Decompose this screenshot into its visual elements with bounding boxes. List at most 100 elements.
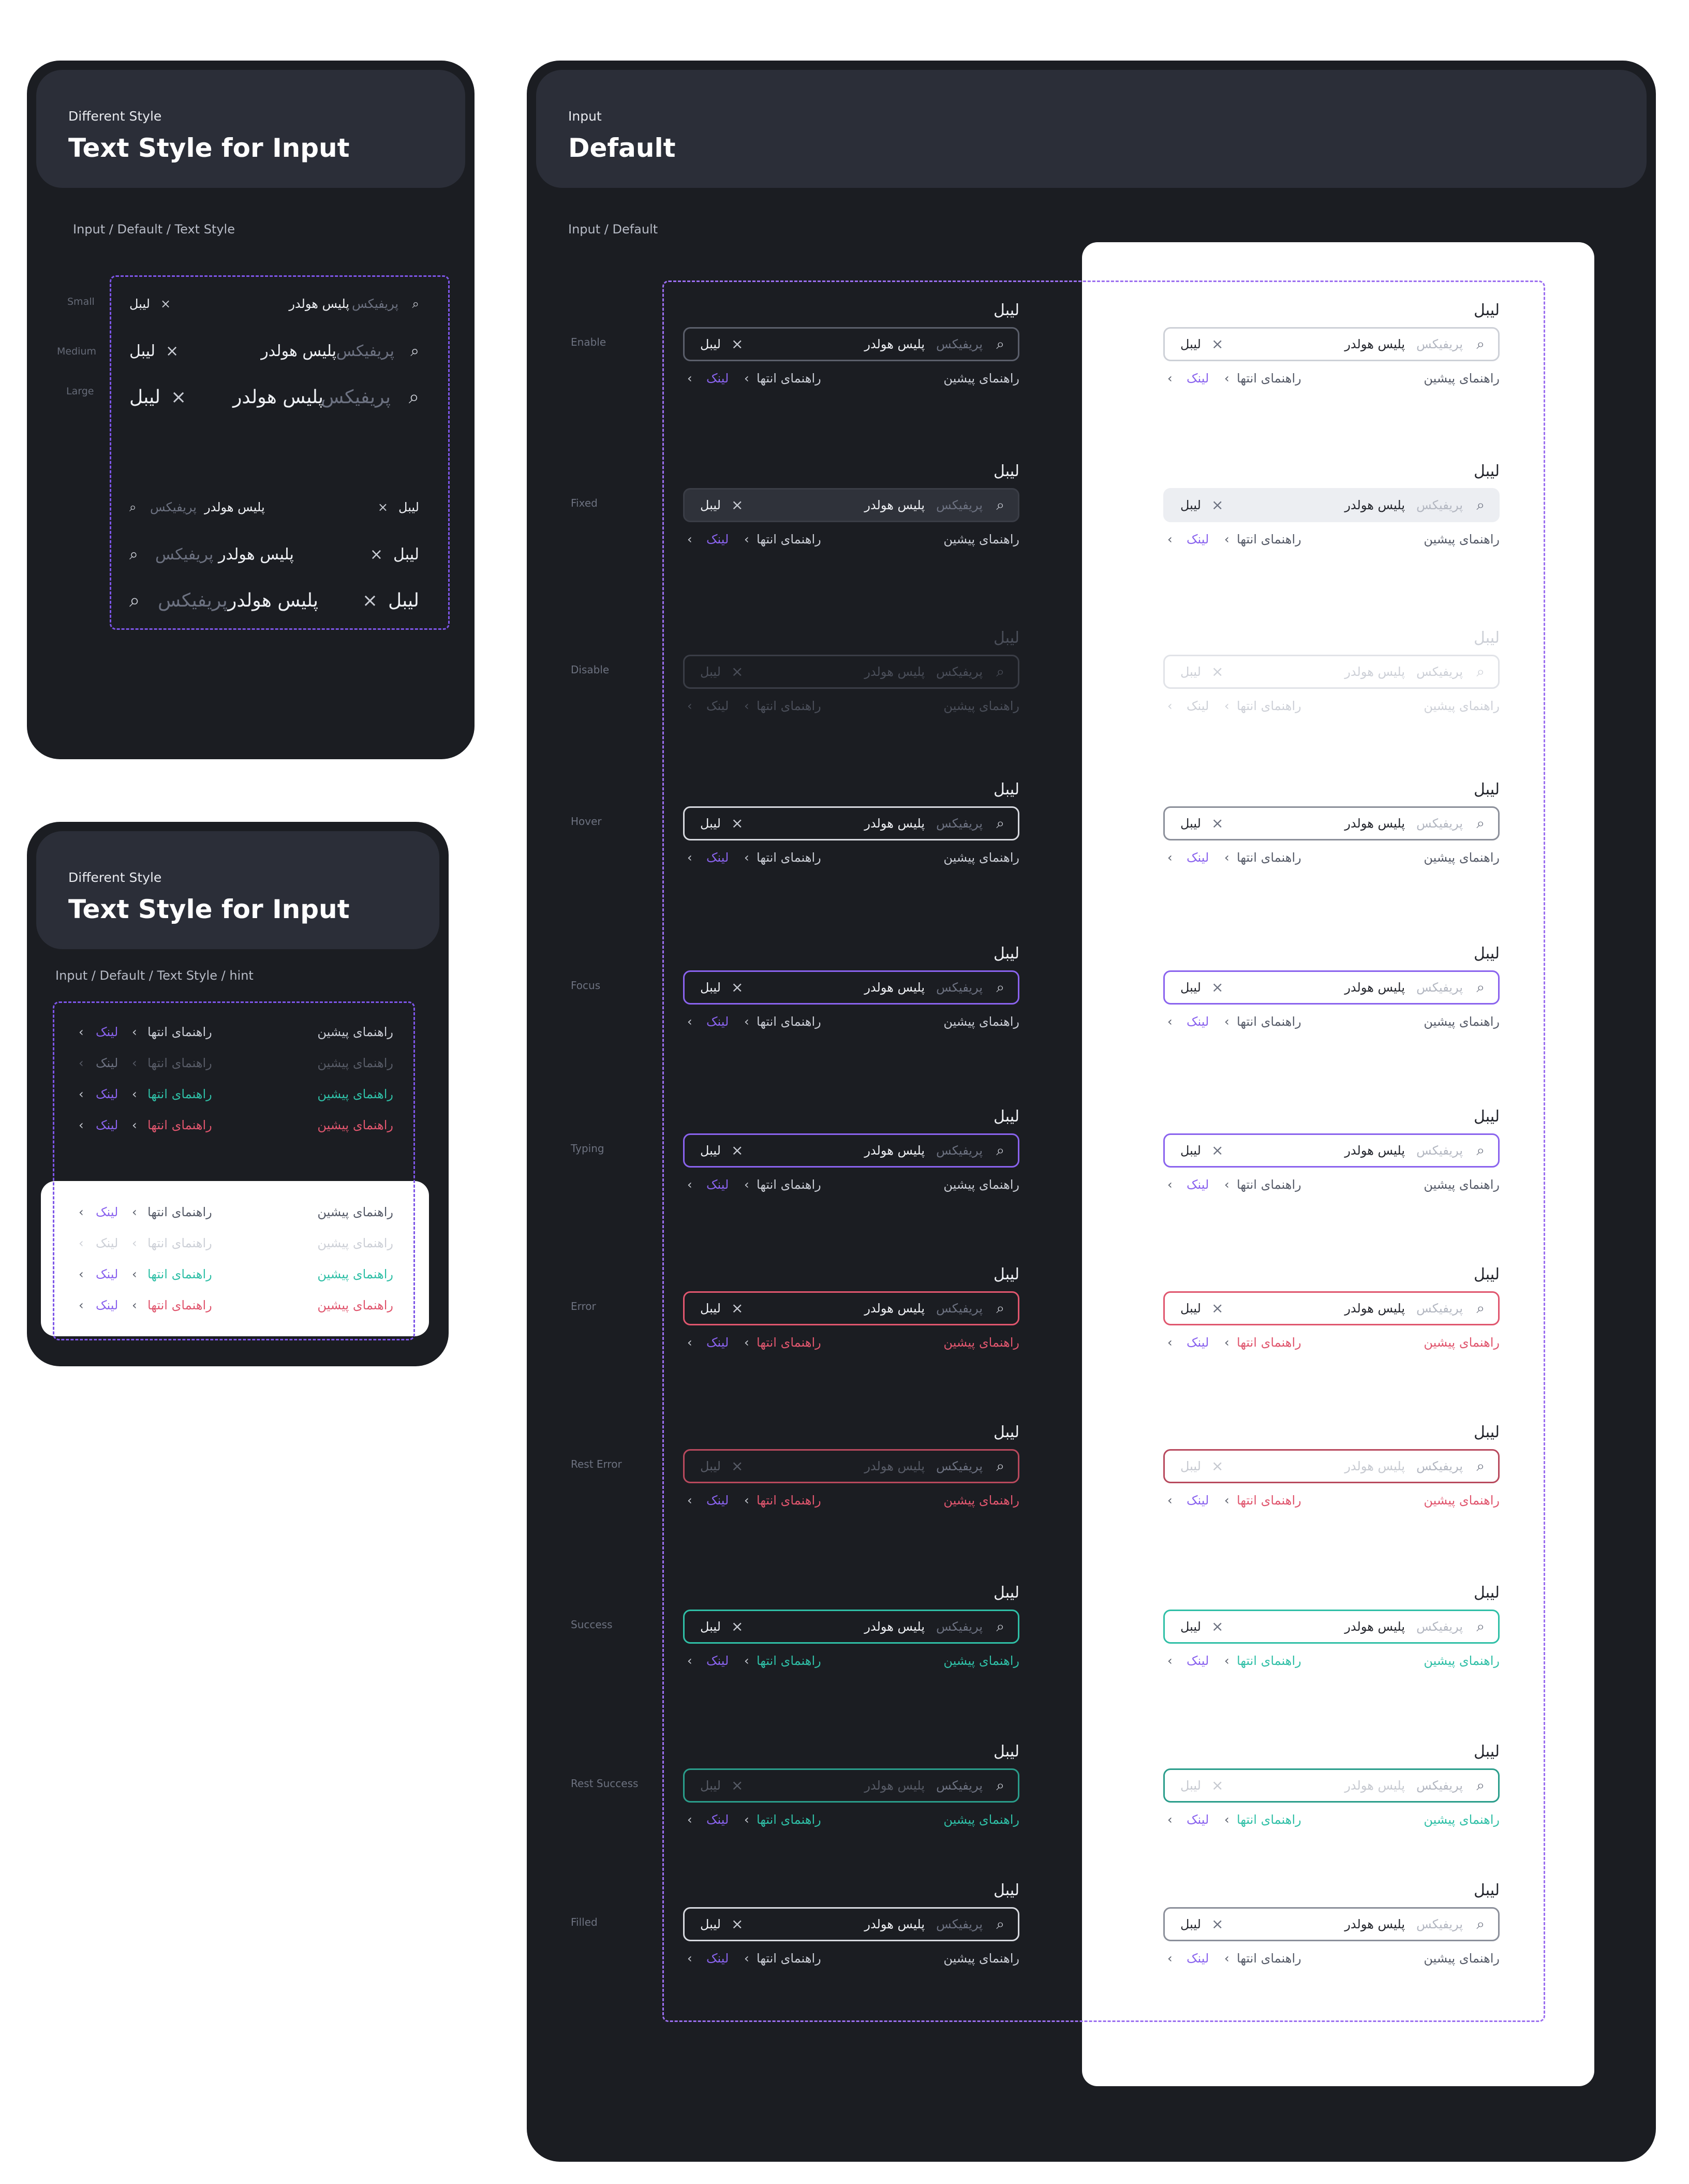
link[interactable]: لینک xyxy=(706,1014,729,1029)
input-box[interactable]: لیبل × پلیس هولدر پریفیکس ⌕ xyxy=(1163,1768,1500,1803)
clear-icon[interactable]: × xyxy=(1211,1618,1224,1635)
clear-icon[interactable]: × xyxy=(1211,1300,1224,1317)
link[interactable]: لینک xyxy=(706,850,729,865)
link[interactable]: لینک xyxy=(1187,1812,1209,1827)
clear-icon[interactable]: × xyxy=(1211,1915,1224,1932)
chevron-icon[interactable]: ‹ xyxy=(687,1951,692,1966)
clear-icon[interactable]: × xyxy=(1211,1777,1224,1794)
search-icon[interactable]: ⌕ xyxy=(996,979,1004,996)
chevron-icon[interactable]: ‹ xyxy=(1167,1014,1173,1029)
chevron-icon[interactable]: ‹ xyxy=(79,1267,84,1281)
chevron-icon[interactable]: ‹ xyxy=(687,1177,692,1192)
clear-icon[interactable]: × xyxy=(1211,1457,1224,1474)
input-box[interactable]: لیبل × پلیس هولدر پریفیکس ⌕ xyxy=(1163,1610,1500,1644)
input-box[interactable]: لیبل × پلیس هولدر پریفیکس ⌕ xyxy=(1163,655,1500,689)
input-box[interactable]: لیبل × پلیس هولدر پریفیکس ⌕ xyxy=(683,970,1019,1005)
link[interactable]: لینک xyxy=(706,1177,729,1192)
clear-icon[interactable]: × xyxy=(731,815,744,832)
input-box[interactable]: لیبل × پلیس هولدر پریفیکس ⌕ xyxy=(683,1133,1019,1168)
clear-icon[interactable]: × xyxy=(1211,979,1224,996)
chevron-icon[interactable]: ‹ xyxy=(687,532,692,547)
link[interactable]: لینک xyxy=(1187,1654,1209,1668)
chevron-icon[interactable]: ‹ xyxy=(687,1812,692,1827)
chevron-icon[interactable]: ‹ xyxy=(1167,699,1173,713)
search-icon[interactable]: ⌕ xyxy=(1476,1618,1485,1635)
clear-icon[interactable]: × xyxy=(160,297,171,311)
search-icon[interactable]: ⌕ xyxy=(996,1915,1004,1932)
input-box[interactable]: لیبل × پلیس هولدر پریفیکس ⌕ xyxy=(1163,806,1500,840)
input-box[interactable]: لیبل × پلیس هولدر پریفیکس ⌕ xyxy=(683,327,1019,361)
search-icon[interactable]: ⌕ xyxy=(996,815,1004,832)
input-box[interactable]: لیبل × پلیس هولدر پریفیکس ⌕ xyxy=(683,1907,1019,1941)
search-icon[interactable]: ⌕ xyxy=(129,590,140,611)
chevron-icon[interactable]: ‹ xyxy=(1167,1493,1173,1508)
clear-icon[interactable]: × xyxy=(369,545,383,564)
link[interactable]: لینک xyxy=(706,371,729,386)
link[interactable]: لینک xyxy=(1187,1014,1209,1029)
search-icon[interactable]: ⌕ xyxy=(1476,1300,1485,1317)
search-icon[interactable]: ⌕ xyxy=(412,297,419,311)
link[interactable]: لینک xyxy=(1187,532,1209,547)
input-box[interactable]: لیبل × پلیس هولدر پریفیکس ⌕ xyxy=(683,1291,1019,1325)
search-icon[interactable]: ⌕ xyxy=(1476,1457,1485,1474)
clear-icon[interactable]: × xyxy=(731,335,744,352)
input-box[interactable]: لیبل × پلیس هولدر پریفیکس ⌕ xyxy=(1163,1907,1500,1941)
link[interactable]: لینک xyxy=(1187,1335,1209,1350)
search-icon[interactable]: ⌕ xyxy=(1476,1915,1485,1932)
search-icon[interactable]: ⌕ xyxy=(410,342,419,360)
clear-icon[interactable]: × xyxy=(1211,815,1224,832)
clear-icon[interactable]: × xyxy=(731,1300,744,1317)
search-icon[interactable]: ⌕ xyxy=(129,545,138,564)
link[interactable]: لینک xyxy=(96,1025,118,1039)
link[interactable]: لینک xyxy=(1187,1951,1209,1966)
input-box[interactable]: لیبل × پلیس هولدر پریفیکس ⌕ xyxy=(683,488,1019,522)
chevron-icon[interactable]: ‹ xyxy=(1167,532,1173,547)
link[interactable]: لینک xyxy=(96,1118,118,1132)
chevron-icon[interactable]: ‹ xyxy=(687,1335,692,1350)
input-box[interactable]: لیبل × پلیس هولدر پریفیکس ⌕ xyxy=(1163,327,1500,361)
search-icon[interactable]: ⌕ xyxy=(1476,1777,1485,1794)
clear-icon[interactable]: × xyxy=(171,387,187,408)
input-box[interactable]: لیبل × پلیس هولدر پریفیکس ⌕ xyxy=(1163,488,1500,522)
clear-icon[interactable]: × xyxy=(1211,1142,1224,1159)
chevron-icon[interactable]: ‹ xyxy=(1167,1951,1173,1966)
clear-icon[interactable]: × xyxy=(731,1618,744,1635)
link[interactable]: لینک xyxy=(706,699,729,713)
link[interactable]: لینک xyxy=(706,1335,729,1350)
chevron-icon[interactable]: ‹ xyxy=(1167,1812,1173,1827)
search-icon[interactable]: ⌕ xyxy=(408,387,419,408)
search-icon[interactable]: ⌕ xyxy=(996,1618,1004,1635)
link[interactable]: لینک xyxy=(1187,371,1209,386)
search-icon[interactable]: ⌕ xyxy=(996,1142,1004,1159)
clear-icon[interactable]: × xyxy=(731,1457,744,1474)
clear-icon[interactable]: × xyxy=(1211,335,1224,352)
link[interactable]: لینک xyxy=(1187,1493,1209,1508)
search-icon[interactable]: ⌕ xyxy=(996,1777,1004,1794)
link[interactable]: لینک xyxy=(96,1205,118,1219)
input-box[interactable]: لیبل × پلیس هولدر پریفیکس ⌕ xyxy=(1163,1291,1500,1325)
search-icon[interactable]: ⌕ xyxy=(996,1300,1004,1317)
chevron-icon[interactable]: ‹ xyxy=(1167,1335,1173,1350)
input-box[interactable]: لیبل × پلیس هولدر پریفیکس ⌕ xyxy=(683,1768,1019,1803)
clear-icon[interactable]: × xyxy=(377,500,388,514)
link[interactable]: لینک xyxy=(1187,699,1209,713)
chevron-icon[interactable]: ‹ xyxy=(687,850,692,865)
link[interactable]: لینک xyxy=(706,1654,729,1668)
search-icon[interactable]: ⌕ xyxy=(1476,815,1485,832)
input-box[interactable]: لیبل × پلیس هولدر پریفیکس ⌕ xyxy=(1163,1133,1500,1168)
search-icon[interactable]: ⌕ xyxy=(1476,335,1485,352)
input-box[interactable]: لیبل × پلیس هولدر پریفیکس ⌕ xyxy=(1163,970,1500,1005)
chevron-icon[interactable]: ‹ xyxy=(1167,371,1173,386)
chevron-icon[interactable]: ‹ xyxy=(1167,1177,1173,1192)
link[interactable]: لینک xyxy=(706,532,729,547)
search-icon[interactable]: ⌕ xyxy=(996,663,1004,680)
search-icon[interactable]: ⌕ xyxy=(996,1457,1004,1474)
search-icon[interactable]: ⌕ xyxy=(1476,979,1485,996)
link[interactable]: لینک xyxy=(706,1812,729,1827)
search-icon[interactable]: ⌕ xyxy=(996,335,1004,352)
link[interactable]: لینک xyxy=(1187,850,1209,865)
clear-icon[interactable]: × xyxy=(731,1915,744,1932)
link[interactable]: لینک xyxy=(96,1267,118,1281)
input-box[interactable]: لیبل × پلیس هولدر پریفیکس ⌕ xyxy=(683,1449,1019,1483)
chevron-icon[interactable]: ‹ xyxy=(79,1118,84,1132)
